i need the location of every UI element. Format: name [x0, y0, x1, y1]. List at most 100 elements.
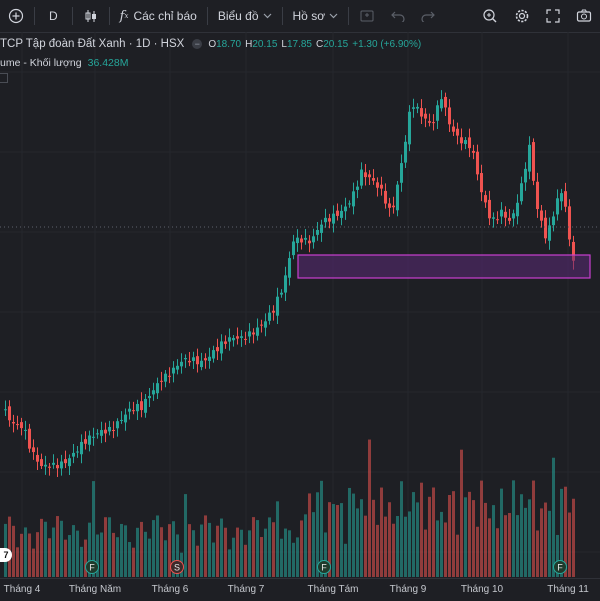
volume-bar	[476, 526, 479, 577]
volume-bar	[36, 532, 39, 577]
candle-body	[228, 337, 231, 342]
chevron-down-icon	[263, 11, 272, 21]
redo-button[interactable]	[413, 0, 443, 32]
volume-bar	[60, 520, 63, 577]
settings-button[interactable]	[506, 0, 538, 32]
volume-bars	[4, 439, 575, 577]
volume-bar	[560, 488, 563, 577]
candle-body	[344, 206, 347, 212]
candle-body	[508, 217, 511, 221]
volume-bar	[200, 524, 203, 577]
toolbar-divider	[34, 7, 35, 25]
candle-body	[412, 107, 415, 109]
toolbar-divider	[206, 7, 208, 25]
time-tick: Tháng 4	[3, 584, 41, 595]
candle-body	[428, 121, 431, 123]
candle-body	[564, 191, 567, 207]
interval-button[interactable]: D	[37, 0, 70, 32]
symbol-title[interactable]: TCP Tập đoàn Đất Xanh · 1D · HSX	[0, 38, 185, 50]
volume-bar	[256, 520, 259, 577]
candle-body	[4, 409, 7, 411]
volume-bar	[136, 527, 139, 577]
volume-bar	[380, 487, 383, 577]
candle-body	[196, 356, 199, 365]
candle-body	[268, 312, 271, 321]
candle-body	[36, 454, 39, 462]
candle-body	[224, 341, 227, 344]
candle-body	[28, 428, 31, 449]
profile-dropdown[interactable]: Hồ sơ	[285, 0, 347, 32]
candle-body	[260, 324, 263, 326]
candle-body	[60, 461, 63, 469]
candle-body	[156, 383, 159, 394]
candle-body	[168, 375, 171, 377]
volume-bar	[320, 480, 323, 577]
fullscreen-button[interactable]	[538, 0, 568, 32]
alert-button[interactable]	[351, 0, 383, 32]
time-axis[interactable]: Tháng 4 Tháng Năm Tháng 6 Tháng 7 Tháng …	[0, 578, 600, 601]
candle-body	[404, 141, 407, 163]
event-circle	[553, 560, 567, 574]
gear-icon	[514, 8, 530, 24]
volume-bar	[500, 488, 503, 577]
volume-bar	[304, 514, 307, 577]
volume-bar	[152, 520, 155, 577]
candle-body	[204, 358, 207, 361]
candle-body	[164, 373, 167, 382]
volume-bar	[540, 508, 543, 577]
chevron-down-icon	[329, 11, 338, 21]
volume-bar	[564, 486, 567, 577]
zoom-button[interactable]	[474, 0, 506, 32]
volume-bar	[272, 522, 275, 577]
event-label: F	[557, 563, 563, 573]
chart-type-dropdown[interactable]: Biểu đồ	[210, 0, 280, 32]
volume-bar	[132, 547, 135, 577]
volume-bar	[552, 457, 555, 577]
chart-grid	[0, 32, 600, 578]
high-value: 20.15	[252, 38, 278, 50]
volume-bar	[28, 533, 31, 577]
candle-body	[244, 338, 247, 340]
candle-body	[536, 181, 539, 210]
volume-bar	[456, 534, 459, 577]
legend-toggle[interactable]	[0, 73, 8, 83]
volume-bar	[556, 534, 559, 577]
volume-bar	[148, 538, 151, 577]
volume-bar	[296, 537, 299, 577]
candle-body	[148, 396, 151, 399]
volume-bar	[468, 491, 471, 577]
undo-button[interactable]	[383, 0, 413, 32]
volume-legend: ume - Khối lượng 36.428M	[0, 56, 129, 70]
add-symbol-button[interactable]	[0, 0, 32, 32]
volume-bar	[208, 522, 211, 577]
volume-bar	[360, 499, 363, 577]
close-key: C	[315, 38, 324, 50]
candle-body	[192, 357, 195, 362]
time-tick: Tháng 7	[227, 584, 265, 595]
symbol-legend: TCP Tập đoàn Đất Xanh · 1D · HSX − O 18.7…	[0, 36, 425, 52]
candle-body	[488, 199, 491, 219]
volume-bar	[328, 502, 331, 577]
snapshot-button[interactable]	[568, 0, 600, 32]
volume-bar	[144, 531, 147, 577]
candle-body	[316, 229, 319, 235]
volume-bar	[168, 524, 171, 577]
low-key: L	[281, 38, 287, 50]
candle-body	[464, 140, 467, 145]
volume-bar	[104, 517, 107, 577]
volume-bar	[76, 530, 79, 577]
redo-icon	[421, 10, 435, 22]
collapse-icon[interactable]: −	[192, 39, 203, 49]
candle-body	[432, 122, 435, 124]
candle-style-button[interactable]	[75, 0, 107, 32]
volume-label[interactable]: ume - Khối lượng	[0, 57, 82, 69]
volume-bar	[324, 532, 327, 577]
volume-bar	[368, 439, 371, 577]
candle-body	[220, 341, 223, 354]
candle-body	[540, 210, 543, 221]
volume-bar	[464, 497, 467, 577]
candle-body	[444, 96, 447, 108]
